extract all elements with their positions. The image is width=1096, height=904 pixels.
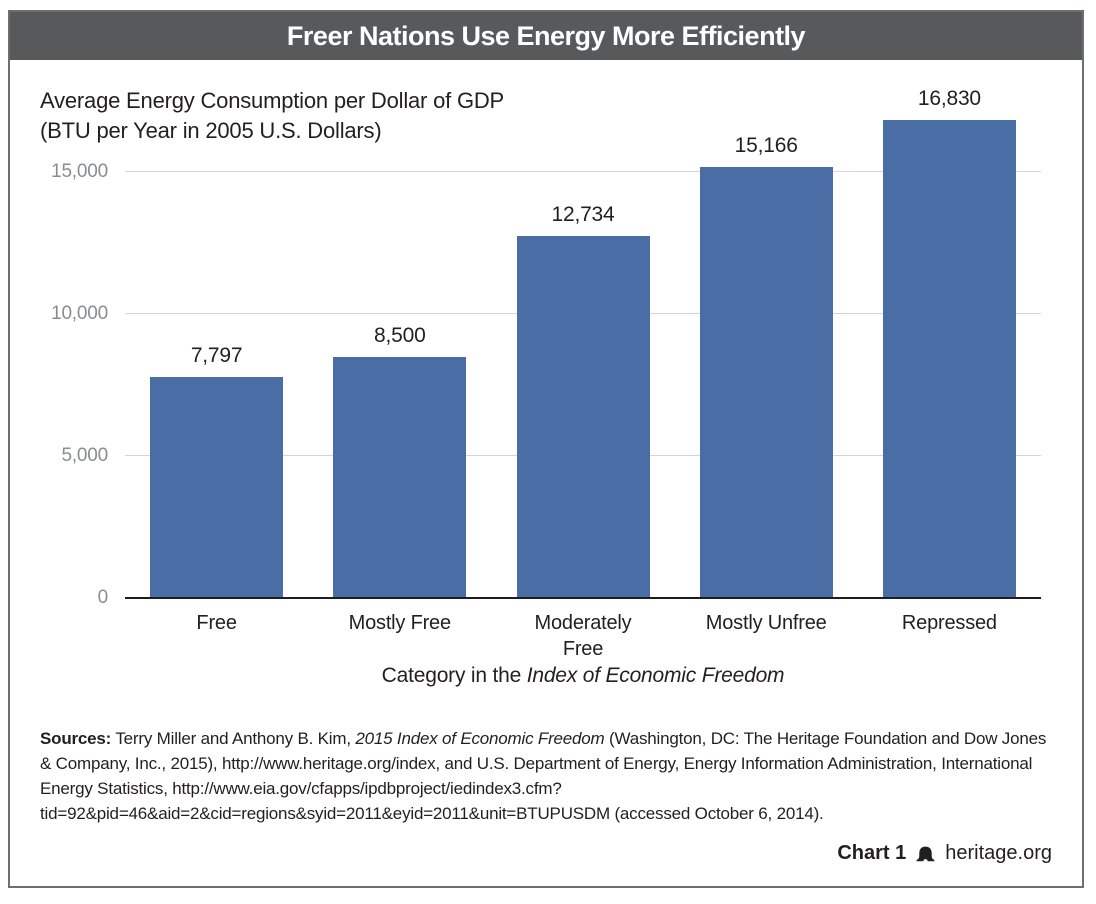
bar	[699, 167, 833, 598]
bar-value-label: 15,166	[734, 134, 798, 158]
x-axis-title-italic: Index of Economic Freedom	[526, 664, 785, 687]
chart-title-line1: Average Energy Consumption per Dollar of…	[40, 88, 505, 113]
chart-title: Average Energy Consumption per Dollar of…	[40, 86, 504, 146]
chart-title-line2: (BTU per Year in 2005 U.S. Dollars)	[40, 118, 382, 143]
sources-italic: 2015 Index of Economic Freedom	[355, 729, 605, 748]
category-label: Moderately Free	[534, 612, 632, 660]
bar	[333, 356, 467, 598]
bar-value-label: 7,797	[190, 343, 243, 367]
bar-value-label: 16,830	[917, 87, 981, 111]
y-tick-label: 0	[97, 587, 109, 608]
category-label: Free	[196, 612, 237, 634]
gridline	[125, 171, 1041, 172]
x-axis-title: Category in the Index of Economic Freedo…	[125, 664, 1041, 688]
x-axis-title-text: Category in the	[381, 664, 527, 687]
category-label: Mostly Free	[348, 612, 451, 634]
y-tick-label: 10,000	[51, 303, 108, 324]
y-tick-label: 15,000	[51, 161, 108, 182]
sources-seg1: Terry Miller and Anthony B. Kim,	[111, 729, 356, 748]
chart-frame: Freer Nations Use Energy More Efficientl…	[8, 10, 1084, 888]
footer: Chart 1 heritage.org	[837, 842, 1052, 865]
bar	[516, 236, 650, 598]
sources-label: Sources:	[40, 729, 112, 748]
header-bar: Freer Nations Use Energy More Efficientl…	[10, 12, 1082, 60]
heritage-bell-icon	[914, 844, 937, 864]
category-label: Mostly Unfree	[705, 612, 827, 634]
plot-area: 0 5,000 10,000 15,000 7,797 Free 8,500 Mostly F…	[51, 87, 1041, 660]
site-name: heritage.org	[945, 842, 1052, 864]
sources-text: Sources: Terry Miller and Anthony B. Kim…	[40, 726, 1054, 826]
category-label: Repressed	[901, 612, 997, 634]
bar	[150, 376, 284, 598]
x-axis-line	[125, 597, 1041, 599]
bar-value-label: 8,500	[374, 323, 426, 347]
header-title: Freer Nations Use Energy More Efficientl…	[286, 20, 806, 51]
sources-seg2: (Washington, DC: The Heritage Foundation…	[40, 729, 1047, 823]
bar	[882, 120, 1016, 598]
chart-number: Chart 1	[837, 842, 907, 864]
y-tick-label: 5,000	[61, 445, 108, 466]
bar-value-label: 12,734	[551, 203, 615, 227]
